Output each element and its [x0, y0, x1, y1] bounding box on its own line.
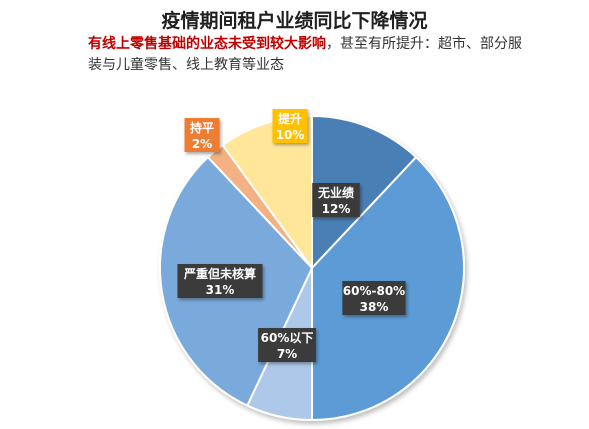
slice-label-value-0: 12%	[322, 202, 351, 216]
slice-label-value-5: 10%	[276, 128, 305, 142]
slice-label-4: 持平 2%	[184, 118, 220, 152]
slice-label-3: 严重但未核算 31%	[177, 264, 263, 298]
subtitle-rest: ，甚至有所提升：超市、部分服装与儿童零售、线上教育等业态	[88, 36, 522, 73]
slice-label-0: 无业绩 12%	[312, 183, 360, 217]
slice-label-box-5	[272, 109, 308, 143]
slice-label-name-2: 60%以下	[261, 331, 314, 345]
chart-subtitle: 有线上零售基础的业态未受到较大影响，甚至有所提升：超市、部分服装与儿童零售、线上…	[88, 34, 528, 76]
slice-label-name-0: 无业绩	[317, 185, 354, 200]
pie-slice-5	[221, 114, 313, 272]
slice-label-box-4	[184, 118, 220, 152]
slice-label-value-4: 2%	[192, 137, 212, 151]
slice-label-5: 提升 10%	[272, 109, 308, 143]
slice-label-box-3	[177, 264, 263, 298]
slice-label-name-5: 提升	[278, 111, 302, 126]
subtitle-highlight: 有线上零售基础的业态未受到较大影响	[88, 36, 326, 52]
slice-label-box-0	[312, 183, 360, 217]
slice-label-2: 60%以下 7%	[258, 328, 316, 362]
slice-label-value-3: 31%	[206, 283, 235, 297]
pie-slice-0	[311, 114, 418, 271]
slice-label-1: 60%-80% 38%	[342, 281, 406, 315]
slice-label-box-1	[342, 281, 406, 315]
slice-label-value-2: 7%	[277, 347, 297, 361]
slice-label-name-4: 持平	[190, 120, 214, 135]
slice-label-name-3: 严重但未核算	[183, 266, 256, 281]
slice-label-box-2	[258, 328, 316, 362]
slice-label-value-1: 38%	[360, 300, 389, 314]
slice-label-name-1: 60%-80%	[343, 284, 405, 298]
chart-title: 疫情期间租户业绩同比下降情况	[161, 10, 428, 32]
